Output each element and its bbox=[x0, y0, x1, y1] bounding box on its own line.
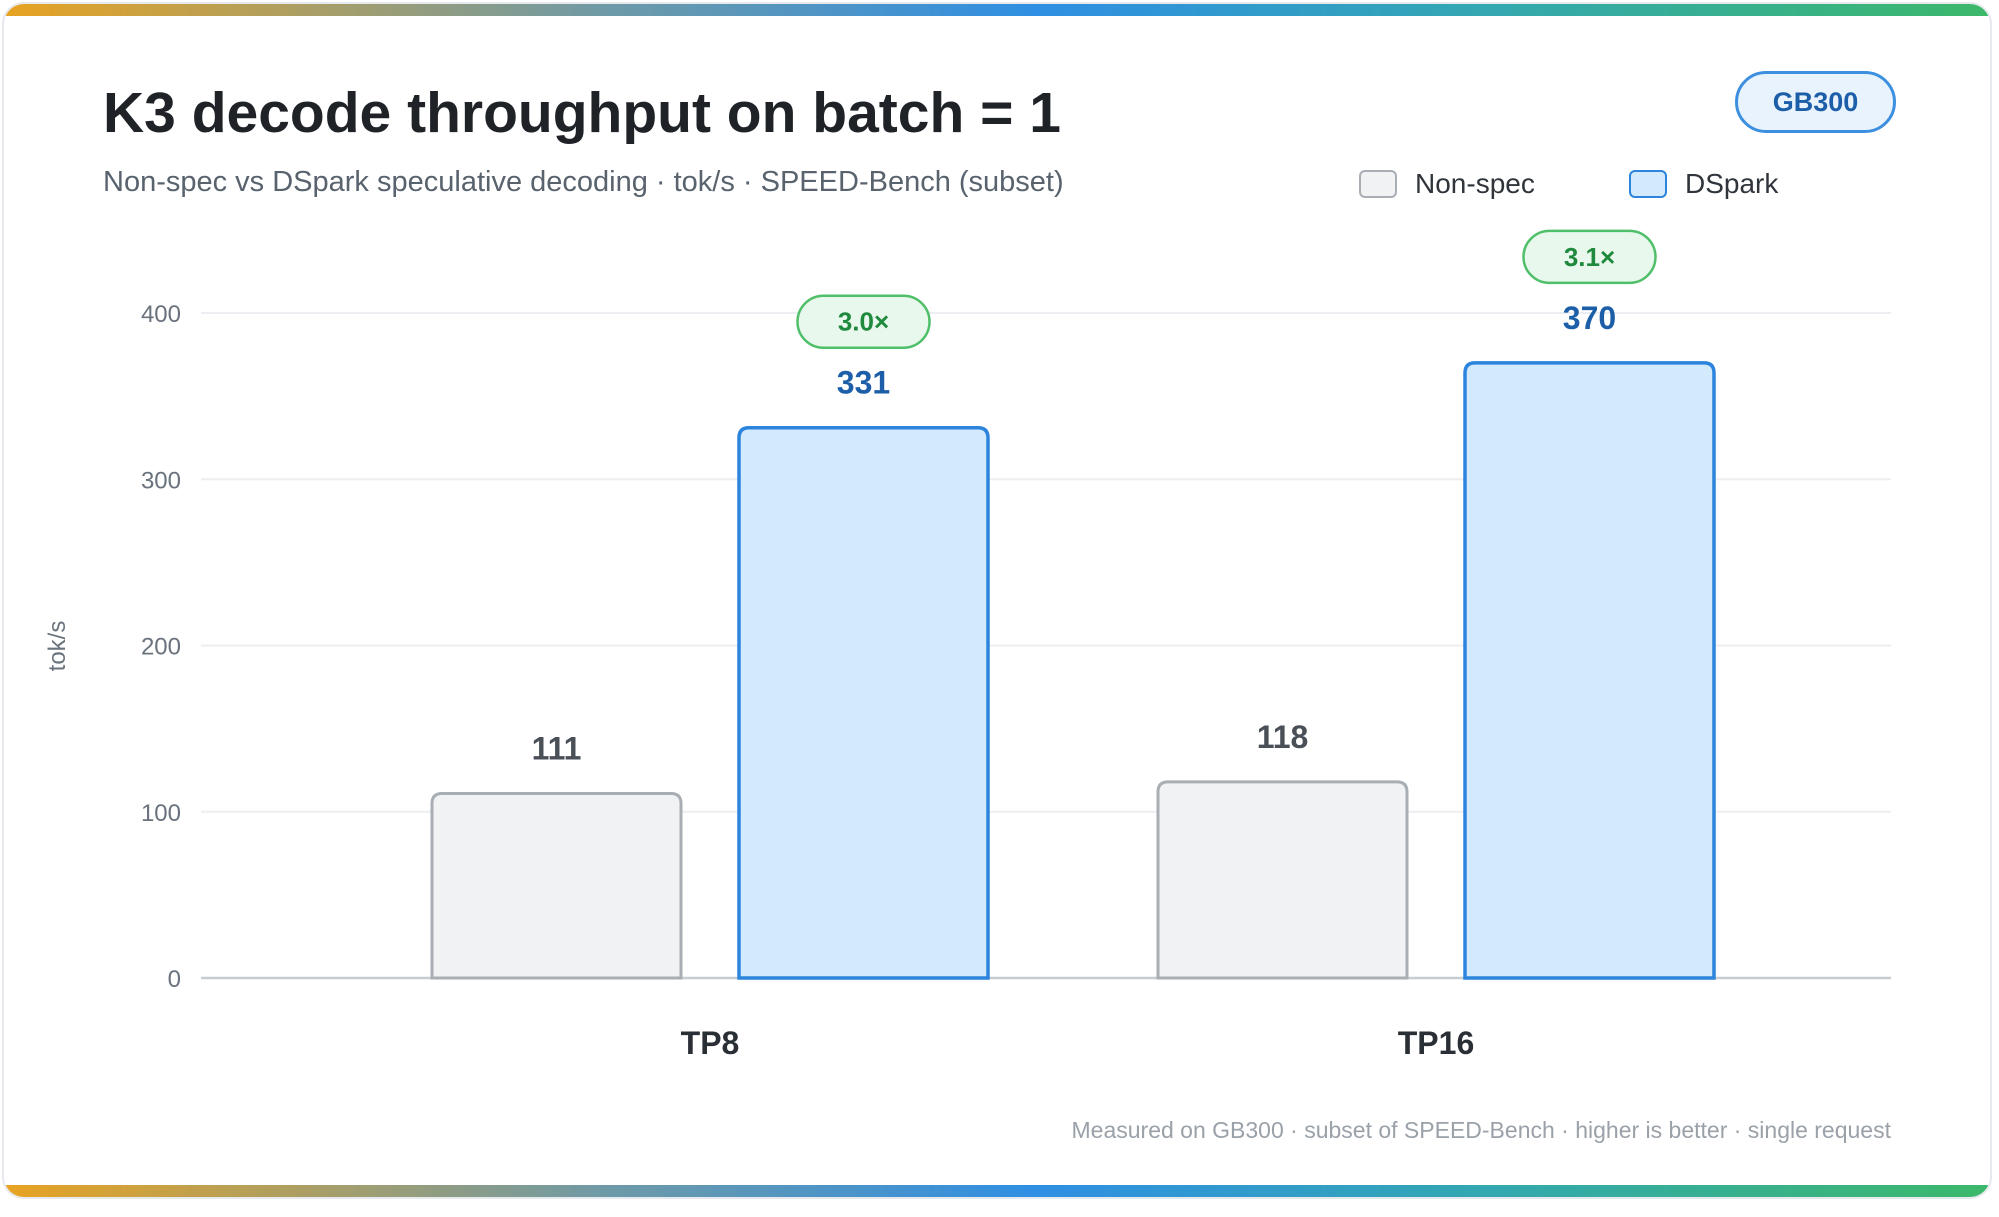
hardware-badge: GB300 bbox=[1735, 71, 1896, 133]
x-category-label: TP16 bbox=[1398, 1025, 1474, 1061]
data-label: 111 bbox=[532, 730, 582, 766]
speedup-label: 3.1× bbox=[1564, 242, 1615, 272]
legend-item-dspark: DSpark bbox=[1629, 166, 1778, 202]
legend-swatch-dspark bbox=[1629, 170, 1667, 198]
legend-label-dspark: DSpark bbox=[1685, 168, 1779, 199]
y-tick-label: 300 bbox=[141, 467, 181, 494]
data-label: 370 bbox=[1563, 300, 1616, 336]
y-tick-label: 200 bbox=[141, 634, 181, 661]
bottom-accent-bar bbox=[4, 1185, 1990, 1197]
legend-swatch-non-spec bbox=[1359, 170, 1397, 198]
data-label: 331 bbox=[837, 365, 890, 401]
legend-label-non-spec: Non-spec bbox=[1415, 168, 1535, 199]
bar-dspark-tp8 bbox=[737, 425, 990, 980]
footer-note: Measured on GB300 · subset of SPEED-Benc… bbox=[1071, 1117, 1891, 1143]
x-category-label: TP8 bbox=[681, 1025, 740, 1061]
data-label: 118 bbox=[1257, 719, 1309, 755]
y-tick-label: 400 bbox=[141, 301, 181, 328]
legend-item-non-spec: Non-spec bbox=[1359, 166, 1535, 202]
bar-non-spec-tp8 bbox=[430, 791, 683, 980]
y-tick-label: 100 bbox=[141, 800, 181, 827]
speedup-label: 3.0× bbox=[838, 307, 889, 337]
bar-dspark-tp16 bbox=[1463, 361, 1716, 980]
y-axis-label: tok/s bbox=[44, 621, 71, 672]
chart-subtitle: Non-spec vs DSpark speculative decoding … bbox=[103, 166, 1064, 198]
y-tick-label: 0 bbox=[168, 966, 181, 993]
top-accent-bar bbox=[4, 4, 1990, 16]
bar-non-spec-tp16 bbox=[1156, 780, 1409, 980]
bar-chart-plot: 0 100 200 300 400 tok/s 111 331 3.0× TP8 118 370 3.1… bbox=[44, 229, 1891, 1061]
chart-title: K3 decode throughput on batch = 1 bbox=[103, 81, 1061, 145]
chart-card: K3 decode throughput on batch = 1 Non-sp… bbox=[2, 2, 1992, 1199]
speedup-pill bbox=[796, 294, 931, 349]
speedup-pill bbox=[1522, 229, 1657, 285]
